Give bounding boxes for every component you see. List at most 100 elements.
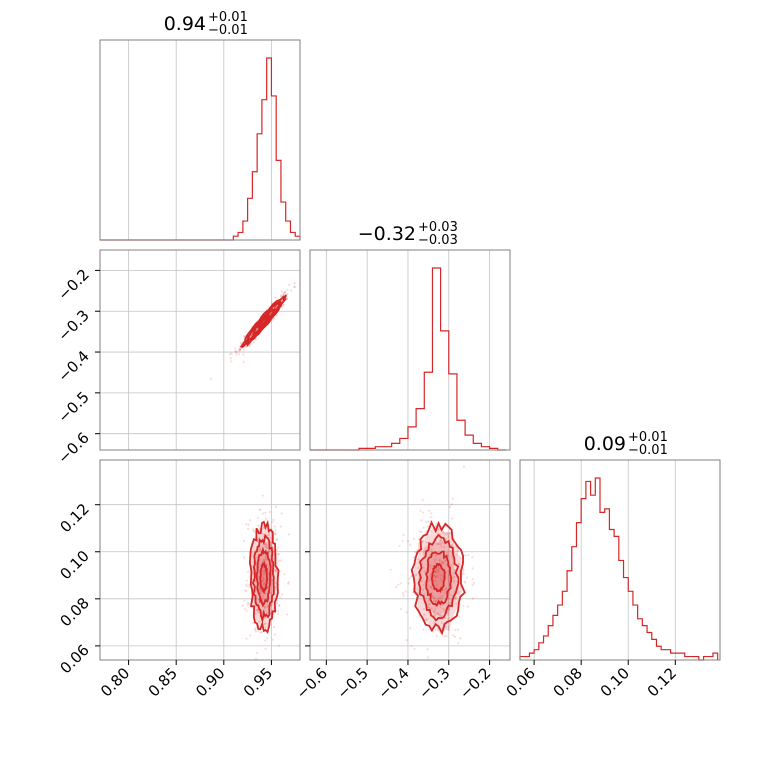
scatter-point: [443, 635, 446, 638]
scatter-point: [265, 545, 268, 548]
scatter-point: [246, 570, 250, 573]
scatter-point: [462, 604, 465, 607]
scatter-point: [283, 291, 287, 294]
scatter-point: [439, 532, 442, 536]
scatter-point: [432, 579, 436, 582]
scatter-point: [436, 543, 440, 546]
scatter-point: [402, 533, 405, 537]
scatter-point: [259, 631, 262, 634]
title-2: 0.09 +0.01−0.01: [584, 430, 668, 458]
scatter-point: [276, 553, 279, 556]
scatter-point: [438, 597, 441, 600]
scatter-point: [427, 579, 430, 583]
scatter-point: [282, 303, 285, 306]
scatter-point: [427, 605, 430, 609]
scatter-point: [422, 588, 425, 591]
scatter-point: [416, 588, 420, 591]
scatter-point: [264, 543, 268, 546]
scatter-point: [251, 552, 254, 555]
scatter-point: [471, 556, 474, 559]
scatter-point: [261, 532, 264, 536]
x-tick-label-1-4: −0.2: [456, 664, 494, 702]
scatter-point: [270, 591, 274, 594]
scatter-point: [268, 510, 271, 514]
scatter-point: [262, 559, 266, 562]
scatter-point: [462, 573, 465, 576]
scatter-point: [275, 538, 278, 541]
scatter-point: [263, 569, 266, 572]
scatter-point: [243, 599, 246, 602]
scatter-point: [447, 574, 450, 577]
panel-frame-0-1: [99, 249, 301, 451]
scatter-point: [293, 285, 296, 288]
title-minus-1: −0.03: [418, 233, 458, 248]
scatter-point: [441, 603, 444, 606]
scatter-point: [405, 611, 408, 614]
scatter-point: [441, 560, 444, 563]
scatter-point: [263, 583, 266, 587]
scatter-point: [252, 621, 255, 625]
scatter-point: [410, 644, 413, 648]
scatter-point: [262, 578, 265, 581]
scatter-point: [457, 563, 460, 566]
scatter-point: [447, 617, 450, 620]
scatter-point: [446, 531, 449, 534]
scatter-point: [456, 549, 460, 552]
scatter-point: [286, 297, 289, 301]
x-tick-label-1-0: −0.6: [293, 664, 331, 702]
scatter-point: [422, 628, 425, 631]
x-tick-label-2-3: 0.12: [644, 664, 680, 700]
scatter-point: [234, 350, 237, 353]
scatter-point: [447, 597, 451, 600]
scatter-point: [453, 635, 456, 638]
scatter-point: [230, 360, 233, 363]
scatter-point: [436, 570, 439, 573]
scatter-point: [431, 595, 435, 598]
scatter-point: [417, 538, 421, 541]
scatter-point: [443, 545, 446, 549]
x-tick-label-2-0: 0.06: [503, 664, 539, 700]
scatter-point: [252, 529, 255, 533]
contour-fill-2: [256, 550, 271, 606]
panel-frame-1-2: [309, 459, 511, 661]
scatter-point: [422, 593, 426, 596]
scatter-point: [278, 604, 281, 607]
scatter-point: [235, 353, 238, 356]
scatter-point: [434, 600, 438, 603]
scatter-point: [268, 549, 271, 553]
scatter-point: [264, 626, 267, 629]
x-tick-label-1-1: −0.5: [333, 664, 371, 702]
scatter-point: [264, 517, 267, 520]
scatter-point: [425, 520, 428, 524]
scatter-point: [277, 546, 280, 549]
scatter-point: [280, 294, 283, 297]
panel-frame-1-1: [309, 249, 511, 451]
scatter-point: [417, 558, 420, 561]
scatter-point: [430, 512, 433, 515]
scatter-point: [234, 349, 237, 353]
scatter-point: [442, 531, 445, 534]
scatter-point: [229, 353, 232, 356]
title-plus-2: +0.01: [628, 430, 668, 445]
scatter-point: [259, 590, 262, 593]
scatter-point: [255, 651, 259, 655]
panel-frame-0-0: [99, 39, 301, 241]
scatter-point: [450, 544, 453, 547]
scatter-point: [245, 589, 248, 593]
scatter-point: [287, 533, 290, 536]
scatter-point: [281, 293, 284, 296]
scatter-point: [261, 576, 264, 579]
scatter-point: [273, 525, 277, 528]
scatter-point: [440, 621, 443, 624]
scatter-point: [248, 345, 251, 348]
scatter-point: [433, 558, 437, 561]
scatter-point: [286, 288, 289, 292]
x-tick-label-1-3: −0.3: [415, 664, 453, 702]
scatter-point: [247, 523, 250, 526]
scatter-point: [471, 577, 474, 581]
scatter-point: [435, 634, 438, 637]
scatter-point: [404, 590, 407, 593]
scatter-point: [451, 497, 454, 500]
contour-line-1: [255, 546, 272, 608]
scatter-point: [442, 607, 445, 611]
